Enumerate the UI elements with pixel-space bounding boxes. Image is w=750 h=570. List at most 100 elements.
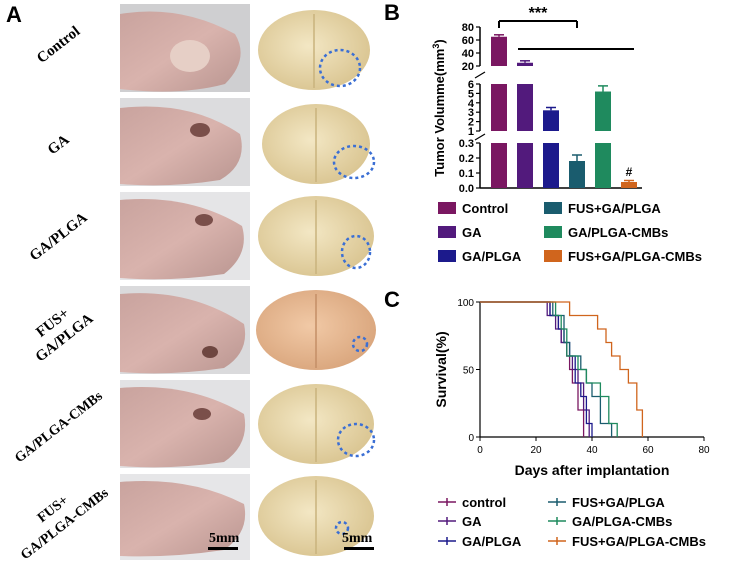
bar-ga (517, 84, 533, 131)
y-axis-label-text: Tumor Volumme(mm (432, 49, 447, 177)
scale-bar-left-label: 5mm (209, 531, 240, 546)
legend-label: FUS+GA/PLGA-CMBs (568, 249, 702, 264)
significance-label: *** (529, 5, 548, 22)
mouse-photo-2 (120, 98, 250, 186)
y-tick-label: 80 (462, 22, 474, 34)
survival-line-ga (480, 301, 590, 437)
legend-label: control (462, 495, 506, 510)
row-label-control: Control (7, 2, 112, 90)
x-tick-label: 20 (530, 445, 542, 456)
y-tick-label: 50 (463, 366, 475, 377)
brain-photo-6 (252, 474, 380, 560)
x-tick-label: 40 (586, 445, 598, 456)
brain-photo-1 (252, 4, 380, 92)
y-tick-label: 1 (468, 126, 474, 138)
y-tick-label: 5 (468, 88, 474, 100)
legend-label: Control (462, 201, 508, 216)
x-tick-label: 80 (698, 445, 710, 456)
x-axis-label: Days after implantation (515, 462, 670, 478)
y-tick-label: 0 (468, 433, 474, 444)
x-tick-label: 0 (477, 445, 483, 456)
tumor-outline-4 (351, 335, 369, 353)
bar-ga-plga (543, 110, 559, 131)
bar-fus-ga-plga-cmbs (621, 182, 637, 188)
bar-fus-ga-plga (569, 161, 585, 188)
y-tick-label: 40 (462, 48, 474, 60)
y-axis-label-sup: 3 (431, 44, 441, 49)
row-label-line: Control (34, 23, 84, 67)
legend-swatch (438, 226, 456, 238)
tumor-outline-2 (332, 144, 376, 180)
survival-line-fus-ga-plga-cmbs (480, 301, 644, 437)
y-axis-label: Survival(%) (433, 331, 449, 407)
row-label-ga-plga: GA/PLGA (7, 194, 112, 282)
legend-label: FUS+GA/PLGA-CMBs (572, 534, 706, 549)
y-tick-label: 0.1 (459, 168, 474, 180)
y-tick-label: 0.3 (459, 138, 474, 150)
scale-bar-left (208, 547, 238, 550)
axis-break-mark (474, 71, 486, 79)
y-axis-label-close: ) (432, 39, 447, 43)
mouse-photo-4 (120, 286, 250, 374)
bar-control (491, 84, 507, 131)
y-tick-label: 0.0 (459, 183, 474, 195)
row-label-line: GA (44, 131, 73, 159)
bar-ga (517, 143, 533, 188)
legend-label: FUS+GA/PLGA (572, 495, 665, 510)
mouse-photo-column (120, 4, 250, 560)
brain-photo-4 (252, 286, 380, 374)
legend-label: GA (462, 225, 482, 240)
axis-break-mark (474, 133, 486, 141)
y-tick-label: 60 (462, 35, 474, 47)
bar-ga-plga-cmbs (595, 91, 611, 131)
brain-photo-column (252, 4, 380, 560)
bar-control (491, 36, 507, 66)
y-tick-label: 0.2 (459, 153, 474, 165)
y-axis-label: Tumor Volumme(mm3) (431, 39, 447, 176)
y-tick-label: 2 (468, 117, 474, 129)
scale-bar-right (344, 547, 374, 550)
legend-swatch (438, 202, 456, 214)
legend-label: FUS+GA/PLGA (568, 201, 661, 216)
y-tick-label: 6 (468, 79, 474, 91)
tumor-outline-1 (318, 48, 362, 88)
legend-label: GA/PLGA-CMBs (568, 225, 668, 240)
y-tick-label: 100 (457, 298, 474, 309)
legend-swatch (544, 226, 562, 238)
bar-ga (517, 62, 533, 66)
legend-label: GA/PLGA-CMBs (572, 514, 672, 529)
legend-swatch (544, 202, 562, 214)
y-tick-label: 4 (468, 98, 475, 110)
mouse-photo-5 (120, 380, 250, 468)
survival-chart: 0 50 100 0 20 40 60 80 Days after implantation Su… (433, 298, 710, 549)
panel-c-letter: C (384, 287, 400, 312)
survival-line-ga-plga (480, 301, 593, 437)
bar-ga-plga (543, 143, 559, 188)
panel-b-letter: B (384, 0, 400, 25)
mouse-photo-3 (120, 192, 250, 280)
legend-label: GA/PLGA (462, 249, 522, 264)
row-label-ga-plga-cmbs: GA/PLGA-CMBs (7, 384, 112, 472)
brain-photo-2 (252, 98, 380, 186)
tumor-outline-3 (340, 234, 372, 270)
row-label-ga: GA (7, 102, 112, 190)
bar-control (491, 143, 507, 188)
scale-bar-right-label: 5mm (342, 531, 373, 546)
legend-label: GA (462, 514, 482, 529)
tumor-outline-6 (334, 520, 350, 536)
row-label-line: GA/PLGA (26, 209, 91, 265)
row-label-fus-ga-plga-cmbs: FUS+ GA/PLGA-CMBs (1, 466, 117, 569)
bar-ga-plga-cmbs (595, 143, 611, 188)
y-tick-label: 3 (468, 107, 474, 119)
legend-swatch (438, 250, 456, 262)
row-label-fus-ga-plga: FUS+ GA/PLGA (1, 280, 117, 383)
panel-a-letter: A (6, 2, 22, 27)
legend-label: GA/PLGA (462, 534, 522, 549)
x-tick-label: 60 (642, 445, 654, 456)
mouse-photo-1 (120, 4, 250, 92)
survival-line-ga-plga-cmbs (480, 301, 618, 437)
survival-line-control (480, 301, 585, 437)
row-label-line: GA/PLGA-CMBs (12, 388, 106, 467)
survival-line-fus-ga-plga (480, 301, 613, 437)
